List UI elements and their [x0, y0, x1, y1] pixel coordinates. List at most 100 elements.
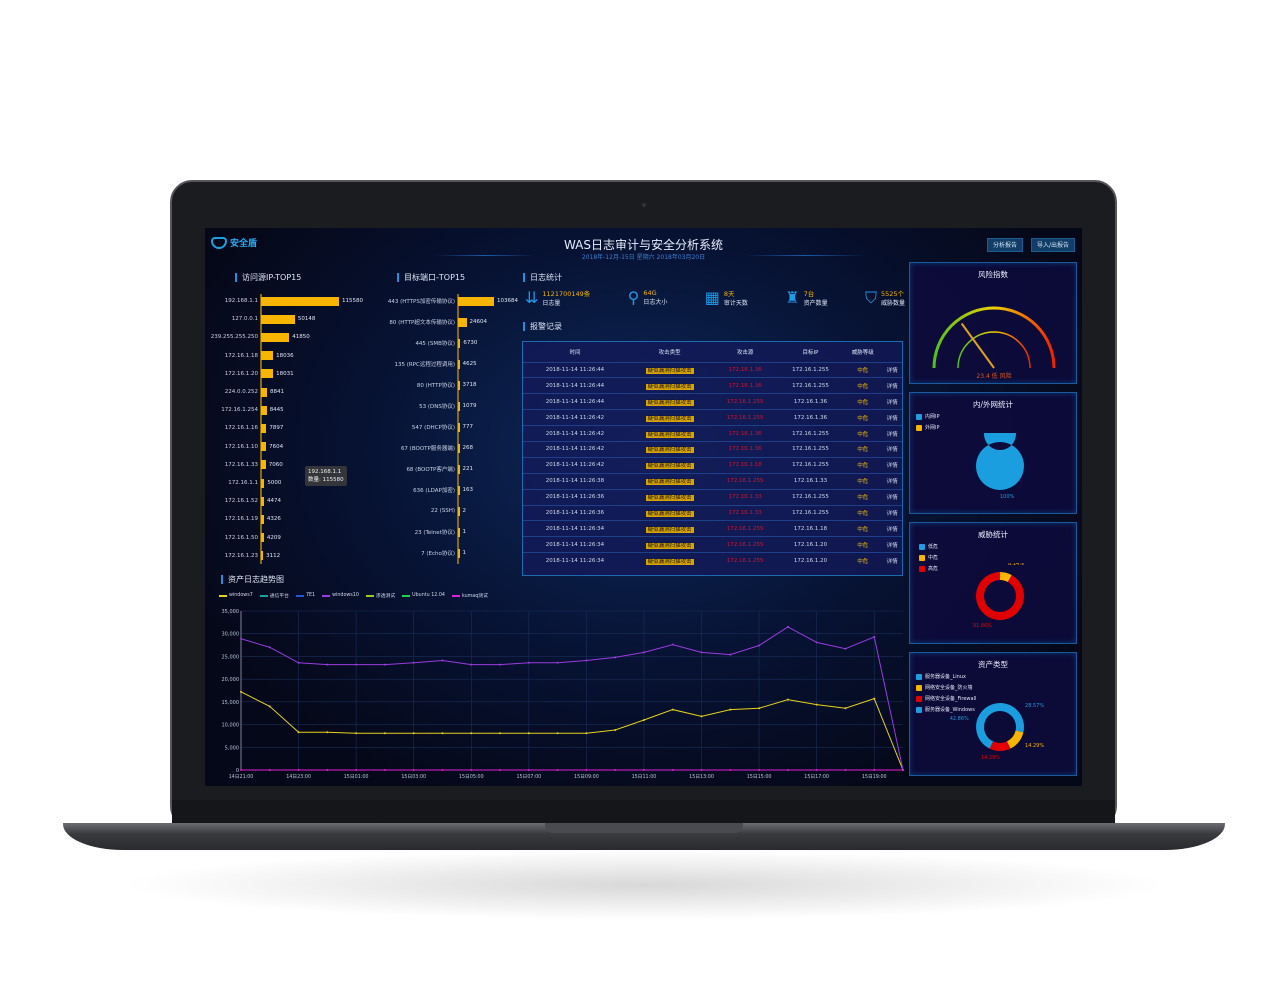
data-point[interactable]	[902, 769, 904, 771]
data-point[interactable]	[700, 651, 703, 654]
ip-bar[interactable]	[261, 296, 339, 306]
legend-item[interactable]: kumaq测试	[451, 592, 488, 599]
ip-bar[interactable]	[261, 405, 267, 415]
data-point[interactable]	[527, 769, 530, 771]
legend-item[interactable]: 高危	[919, 565, 938, 572]
details-link[interactable]: 详情	[886, 383, 898, 390]
data-point[interactable]	[297, 769, 300, 771]
table-cell[interactable]: 详情	[882, 425, 902, 442]
data-point[interactable]	[729, 653, 732, 656]
data-point[interactable]	[268, 769, 271, 771]
details-link[interactable]: 详情	[886, 367, 898, 374]
data-point[interactable]	[240, 637, 242, 640]
data-point[interactable]	[873, 769, 876, 771]
data-point[interactable]	[268, 646, 271, 649]
details-link[interactable]: 详情	[886, 447, 898, 454]
data-point[interactable]	[614, 656, 617, 659]
table-cell[interactable]: 详情	[882, 536, 902, 553]
ip-bar[interactable]	[261, 460, 266, 470]
data-point[interactable]	[642, 719, 645, 722]
analysis-report-button[interactable]: 分析报告	[987, 238, 1024, 252]
details-link[interactable]: 详情	[886, 495, 898, 502]
legend-item[interactable]: Ubuntu 12.04	[402, 592, 445, 599]
data-point[interactable]	[815, 703, 818, 706]
data-point[interactable]	[614, 769, 617, 771]
data-point[interactable]	[815, 641, 818, 644]
data-point[interactable]	[815, 769, 818, 771]
port-bar[interactable]	[458, 296, 494, 306]
ip-bar[interactable]	[261, 387, 267, 397]
data-point[interactable]	[383, 732, 386, 735]
legend-item[interactable]: 7E1	[295, 592, 315, 599]
data-point[interactable]	[585, 659, 588, 662]
data-point[interactable]	[499, 732, 502, 735]
ip-bar[interactable]	[261, 423, 267, 433]
data-point[interactable]	[585, 769, 588, 771]
ip-bar[interactable]	[261, 496, 265, 506]
details-link[interactable]: 详情	[886, 526, 898, 533]
data-point[interactable]	[758, 707, 761, 710]
data-point[interactable]	[642, 651, 645, 654]
data-point[interactable]	[412, 732, 415, 735]
port-bar[interactable]	[458, 548, 460, 558]
details-link[interactable]: 详情	[886, 542, 898, 549]
import-export-report-button[interactable]: 导入/出报告	[1031, 238, 1076, 252]
port-bar[interactable]	[458, 527, 460, 537]
data-point[interactable]	[556, 769, 559, 771]
ip-bar[interactable]	[261, 314, 295, 324]
data-point[interactable]	[470, 732, 473, 735]
legend-item[interactable]: 通信平台	[259, 592, 289, 599]
legend-item[interactable]: 服务器设备_Windows	[916, 706, 976, 713]
data-point[interactable]	[556, 661, 559, 664]
data-point[interactable]	[527, 732, 530, 735]
data-point[interactable]	[671, 769, 674, 771]
data-point[interactable]	[844, 647, 847, 650]
legend-item[interactable]: 网络安全设备_防火墙	[916, 684, 976, 691]
details-link[interactable]: 详情	[886, 399, 898, 406]
legend-item[interactable]: 渗透测试	[365, 592, 395, 599]
ip-bar[interactable]	[261, 514, 264, 524]
data-point[interactable]	[326, 731, 329, 734]
legend-item[interactable]: windows7	[219, 592, 253, 599]
data-point[interactable]	[441, 732, 444, 735]
legend-item[interactable]: 服务器设备_Linux	[916, 673, 976, 680]
legend-item[interactable]: 低危	[919, 543, 938, 550]
legend-item[interactable]: 内网IP	[916, 413, 940, 420]
port-bar[interactable]	[458, 485, 460, 495]
data-point[interactable]	[355, 663, 358, 666]
details-link[interactable]: 详情	[886, 415, 898, 422]
ip-bar[interactable]	[261, 533, 264, 543]
data-point[interactable]	[786, 769, 789, 771]
data-point[interactable]	[844, 769, 847, 771]
donut-slice[interactable]	[1000, 572, 1012, 583]
data-point[interactable]	[499, 663, 502, 666]
donut-slice[interactable]	[976, 703, 1000, 749]
table-cell[interactable]: 详情	[882, 377, 902, 394]
data-point[interactable]	[614, 729, 617, 732]
data-point[interactable]	[297, 661, 300, 664]
port-bar[interactable]	[458, 317, 467, 327]
table-cell[interactable]: 详情	[882, 552, 902, 569]
details-link[interactable]: 详情	[886, 463, 898, 470]
ip-bar[interactable]	[261, 332, 290, 342]
legend-item[interactable]: 中危	[919, 554, 938, 561]
data-point[interactable]	[240, 769, 242, 771]
data-point[interactable]	[786, 625, 789, 628]
data-point[interactable]	[383, 663, 386, 666]
ip-bar[interactable]	[261, 369, 274, 379]
data-point[interactable]	[729, 708, 732, 711]
data-point[interactable]	[412, 769, 415, 771]
donut-slice[interactable]	[976, 433, 1024, 490]
data-point[interactable]	[758, 644, 761, 647]
details-link[interactable]: 详情	[886, 510, 898, 517]
data-point[interactable]	[873, 635, 876, 638]
data-point[interactable]	[844, 707, 847, 710]
details-link[interactable]: 详情	[886, 431, 898, 438]
data-point[interactable]	[240, 690, 242, 693]
ip-bar[interactable]	[261, 351, 274, 361]
data-point[interactable]	[700, 715, 703, 718]
table-cell[interactable]: 详情	[882, 504, 902, 521]
data-point[interactable]	[470, 663, 473, 666]
data-point[interactable]	[441, 769, 444, 771]
donut-slice[interactable]	[989, 741, 1011, 751]
